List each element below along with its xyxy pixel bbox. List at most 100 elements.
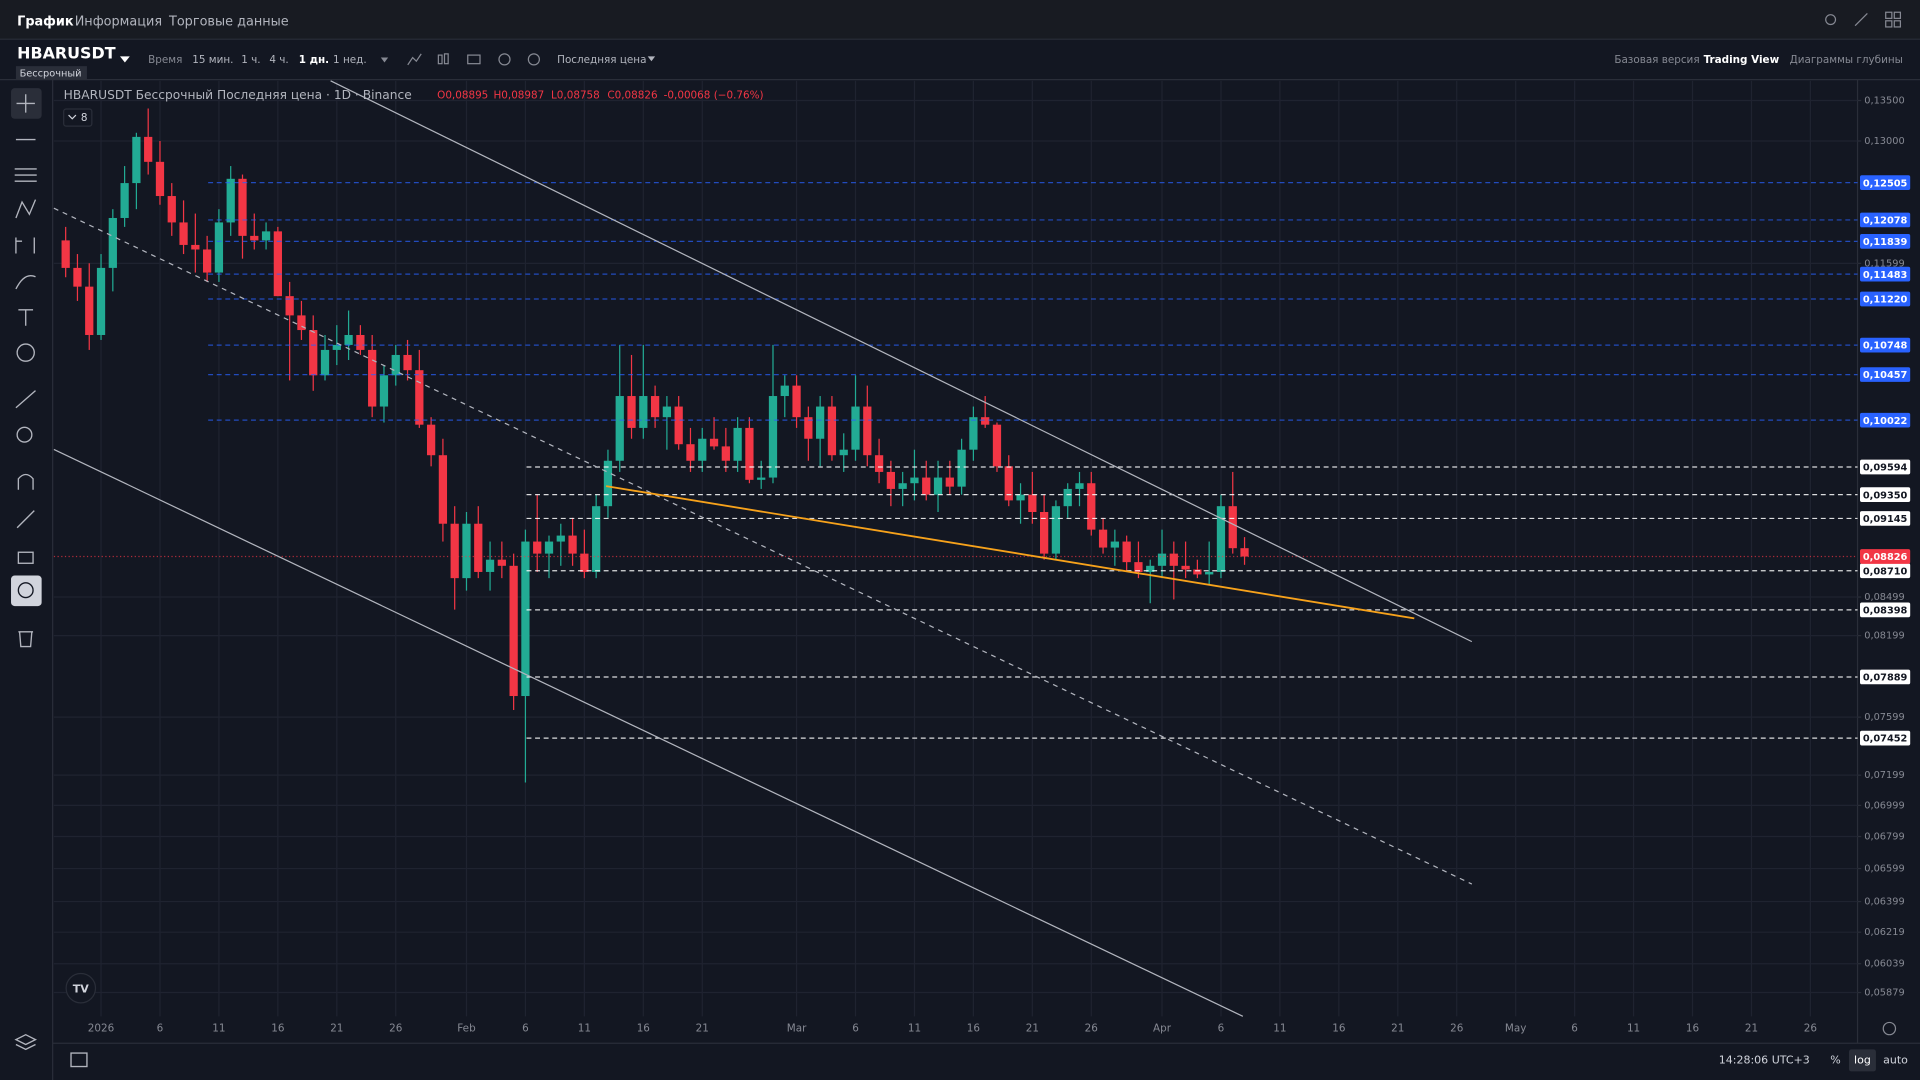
y-tick-label: 0,08499 xyxy=(1864,592,1904,603)
price-label: 0,10022 xyxy=(1863,416,1908,427)
price-source[interactable]: Последняя цена xyxy=(557,54,646,66)
scale-button[interactable]: log xyxy=(1854,1053,1871,1066)
indicators-count[interactable]: 8 xyxy=(81,112,88,124)
interval[interactable]: 1 дн. xyxy=(299,54,329,66)
dropdown-arrow[interactable] xyxy=(647,56,656,62)
price-label: 0,09145 xyxy=(1863,514,1908,525)
candle-body xyxy=(839,449,848,456)
indicator-icon[interactable] xyxy=(437,54,443,65)
drawing-mode-tool[interactable] xyxy=(16,510,35,529)
price-label-bg xyxy=(1860,337,1911,353)
channel-tool[interactable] xyxy=(14,168,37,182)
candle-body xyxy=(745,427,754,480)
interval[interactable]: 15 мин. xyxy=(192,54,233,66)
price-label-bg xyxy=(1860,367,1911,382)
price-label: 0,11483 xyxy=(1863,270,1908,281)
candle-body xyxy=(592,506,601,572)
grid-icon[interactable] xyxy=(1893,11,1902,19)
x-tick-label: 6 xyxy=(157,1023,164,1035)
x-tick-label: Feb xyxy=(457,1023,476,1035)
interval[interactable]: 1 нед. xyxy=(333,54,367,66)
candle-body xyxy=(1028,494,1037,512)
fib-tool[interactable] xyxy=(15,237,35,254)
emoji-tool[interactable] xyxy=(16,343,35,362)
ruler-tool[interactable] xyxy=(15,390,36,409)
price-label-bg xyxy=(1860,234,1911,249)
pattern-tool[interactable] xyxy=(15,199,37,219)
x-tick-label: 21 xyxy=(696,1023,709,1035)
x-tick-label: 16 xyxy=(637,1023,650,1035)
x-tick-label: 11 xyxy=(1627,1023,1640,1035)
candle-body xyxy=(874,455,884,472)
crosshair-tool[interactable] xyxy=(16,94,35,113)
interval[interactable]: 4 ч. xyxy=(269,54,288,66)
price-label-bg xyxy=(1860,487,1911,502)
price-label: 0,10457 xyxy=(1863,370,1908,381)
magnet-tool[interactable] xyxy=(17,473,34,490)
x-tick-label: 21 xyxy=(1026,1023,1039,1035)
scale-button[interactable]: % xyxy=(1830,1053,1840,1066)
candle-body xyxy=(509,565,518,697)
interval[interactable]: 1 ч. xyxy=(241,54,260,66)
grid-icon[interactable] xyxy=(1885,20,1893,28)
chart-type-icon[interactable] xyxy=(407,53,422,66)
price-label: 0,11220 xyxy=(1863,295,1908,306)
candle-body xyxy=(61,240,70,268)
settings-icon[interactable] xyxy=(1882,1021,1897,1036)
candle-body xyxy=(203,249,212,273)
legend-value: H0,08987 xyxy=(493,90,544,102)
dropdown-arrow[interactable] xyxy=(380,57,389,63)
scale-button[interactable]: auto xyxy=(1883,1053,1908,1066)
add-icon[interactable] xyxy=(498,53,511,66)
x-tick-label: 11 xyxy=(908,1023,921,1035)
badge xyxy=(15,66,87,80)
lock-tool[interactable] xyxy=(17,551,34,564)
x-tick-label: 16 xyxy=(271,1023,284,1035)
bell-icon[interactable] xyxy=(1825,14,1837,26)
candle-body xyxy=(273,231,282,297)
zoom-tool[interactable] xyxy=(16,426,33,443)
tab[interactable]: График xyxy=(17,15,74,30)
text-tool[interactable] xyxy=(18,309,34,326)
price-label: 0,09594 xyxy=(1863,463,1908,474)
view-option[interactable]: Диаграммы глубины xyxy=(1790,54,1903,66)
settings-icon[interactable] xyxy=(527,53,540,66)
candle-body xyxy=(1205,571,1214,575)
candle-body xyxy=(167,196,176,223)
tab[interactable]: Торговые данные xyxy=(168,15,289,30)
indicator-icon[interactable] xyxy=(443,53,449,65)
camera-icon[interactable] xyxy=(467,54,481,65)
candle-body xyxy=(1016,494,1025,501)
grid-icon[interactable] xyxy=(1893,20,1902,28)
x-tick-label: 6 xyxy=(1571,1023,1578,1035)
candle-body xyxy=(922,477,931,495)
candle-body xyxy=(639,396,648,428)
symbol[interactable]: HBARUSDT xyxy=(17,43,116,62)
view-option[interactable]: Базовая версия xyxy=(1614,54,1699,66)
y-tick-label: 0,11599 xyxy=(1864,258,1904,269)
view-option[interactable]: Trading View xyxy=(1704,54,1780,66)
x-tick-label: 6 xyxy=(522,1023,529,1035)
candle-body xyxy=(981,417,990,425)
tab[interactable]: Информация xyxy=(75,15,162,30)
calendar-icon[interactable] xyxy=(70,1052,88,1068)
drawings xyxy=(53,80,1473,1017)
collapse-icon[interactable] xyxy=(1854,13,1868,27)
candle-body xyxy=(568,535,577,554)
logo[interactable] xyxy=(65,972,97,1004)
dropdown-arrow[interactable] xyxy=(120,56,130,63)
hide-tool[interactable] xyxy=(17,582,34,599)
grid-icon[interactable] xyxy=(1885,11,1893,19)
x-tick-label: 6 xyxy=(852,1023,859,1035)
candle-body xyxy=(120,183,129,218)
y-tick-label: 0,06599 xyxy=(1864,864,1904,875)
candle-body xyxy=(1228,506,1237,549)
y-tick-label: 0,06399 xyxy=(1864,897,1904,908)
indicators-toggle[interactable] xyxy=(63,108,93,127)
candle-body xyxy=(1240,548,1249,557)
x-tick-label: 16 xyxy=(967,1023,980,1035)
brush-tool[interactable] xyxy=(15,274,36,290)
delete-tool[interactable] xyxy=(18,631,34,648)
layers-icon[interactable] xyxy=(14,1033,38,1051)
